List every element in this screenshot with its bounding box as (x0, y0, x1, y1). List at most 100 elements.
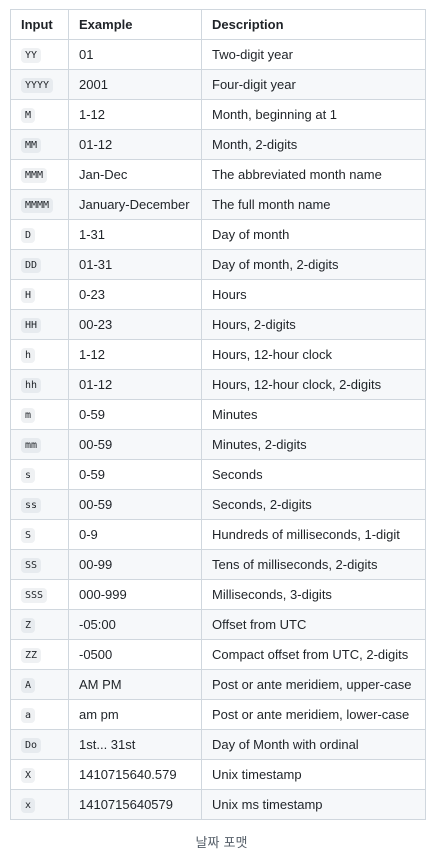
table-row: ss 00-59 Seconds, 2-digits (10, 489, 426, 520)
cell-description: Minutes (201, 399, 426, 430)
cell-description: Hours (201, 279, 426, 310)
cell-example: 01-12 (68, 369, 202, 400)
cell-description: Hours, 12-hour clock (201, 339, 426, 370)
table-row: Do 1st... 31st Day of Month with ordinal (10, 729, 426, 760)
table-row: D 1-31 Day of month (10, 219, 426, 250)
cell-example: 0-23 (68, 279, 202, 310)
cell-example: 0-59 (68, 399, 202, 430)
cell-description: Compact offset from UTC, 2-digits (201, 639, 426, 670)
table-row: X 1410715640.579 Unix timestamp (10, 759, 426, 790)
cell-description: Hours, 2-digits (201, 309, 426, 340)
cell-example: 0-9 (68, 519, 202, 550)
format-token: hh (21, 377, 42, 393)
table-row: mm 00-59 Minutes, 2-digits (10, 429, 426, 460)
format-token: A (21, 677, 36, 693)
cell-example: AM PM (68, 669, 202, 700)
cell-example: 000-999 (68, 579, 202, 610)
format-token: X (21, 767, 36, 783)
cell-input: D (10, 219, 69, 250)
cell-description: Offset from UTC (201, 609, 426, 640)
cell-description: Hundreds of milliseconds, 1-digit (201, 519, 426, 550)
cell-example: 01-12 (68, 129, 202, 160)
table-caption: 날짜 포맷 (195, 836, 248, 851)
cell-description: Month, 2-digits (201, 129, 426, 160)
cell-description: Milliseconds, 3-digits (201, 579, 426, 610)
cell-description: The abbreviated month name (201, 159, 426, 190)
format-token: D (21, 227, 36, 243)
cell-input: MMMM (10, 189, 69, 220)
cell-input: M (10, 99, 69, 130)
cell-description: Month, beginning at 1 (201, 99, 426, 130)
cell-example: 1-31 (68, 219, 202, 250)
table-row: YYYY 2001 Four-digit year (10, 69, 426, 100)
table-row: MM 01-12 Month, 2-digits (10, 129, 426, 160)
table-row: HH 00-23 Hours, 2-digits (10, 309, 426, 340)
cell-description: Post or ante meridiem, lower-case (201, 699, 426, 730)
cell-example: 1st... 31st (68, 729, 202, 760)
cell-example: 00-99 (68, 549, 202, 580)
format-token: MM (21, 137, 42, 153)
table-row: x 1410715640579 Unix ms timestamp (10, 789, 426, 820)
format-token: S (21, 527, 36, 543)
table-row: MMM Jan-Dec The abbreviated month name (10, 159, 426, 190)
format-token: M (21, 107, 36, 123)
cell-example: 1410715640.579 (68, 759, 202, 790)
cell-input: YYYY (10, 69, 69, 100)
table-row: H 0-23 Hours (10, 279, 426, 310)
cell-input: MM (10, 129, 69, 160)
format-token: x (21, 797, 36, 813)
cell-description: Unix timestamp (201, 759, 426, 790)
header-example: Example (68, 9, 202, 40)
table-row: s 0-59 Seconds (10, 459, 426, 490)
cell-input: YY (10, 39, 69, 70)
format-token: H (21, 287, 36, 303)
format-token: YYYY (21, 77, 54, 93)
format-token: s (21, 467, 36, 483)
cell-example: 00-59 (68, 429, 202, 460)
cell-description: Four-digit year (201, 69, 426, 100)
table-row: DD 01-31 Day of month, 2-digits (10, 249, 426, 280)
cell-input: a (10, 699, 69, 730)
cell-input: ZZ (10, 639, 69, 670)
cell-example: -05:00 (68, 609, 202, 640)
cell-input: mm (10, 429, 69, 460)
format-token: SSS (21, 587, 48, 603)
cell-example: 00-59 (68, 489, 202, 520)
table-row: S 0-9 Hundreds of milliseconds, 1-digit (10, 519, 426, 550)
cell-example: 1-12 (68, 99, 202, 130)
format-token: a (21, 707, 36, 723)
cell-input: S (10, 519, 69, 550)
table-header-row: Input Example Description (10, 9, 426, 40)
cell-example: 0-59 (68, 459, 202, 490)
cell-example: -0500 (68, 639, 202, 670)
cell-example: 01-31 (68, 249, 202, 280)
format-token: ss (21, 497, 42, 513)
cell-input: A (10, 669, 69, 700)
table-row: m 0-59 Minutes (10, 399, 426, 430)
format-table: Input Example Description YY 01 Two-digit … (10, 9, 426, 820)
cell-input: MMM (10, 159, 69, 190)
header-description: Description (201, 9, 426, 40)
table-row: h 1-12 Hours, 12-hour clock (10, 339, 426, 370)
format-token: Z (21, 617, 36, 633)
cell-input: m (10, 399, 69, 430)
cell-example: 00-23 (68, 309, 202, 340)
cell-input: Do (10, 729, 69, 760)
cell-example: am pm (68, 699, 202, 730)
cell-description: Seconds, 2-digits (201, 489, 426, 520)
table-row: YY 01 Two-digit year (10, 39, 426, 70)
table-row: A AM PM Post or ante meridiem, upper-case (10, 669, 426, 700)
table-row: MMMM January-December The full month name (10, 189, 426, 220)
cell-input: SSS (10, 579, 69, 610)
table-row: Z -05:00 Offset from UTC (10, 609, 426, 640)
cell-example: 1410715640579 (68, 789, 202, 820)
cell-description: Minutes, 2-digits (201, 429, 426, 460)
format-token: MMMM (21, 197, 54, 213)
table-row: hh 01-12 Hours, 12-hour clock, 2-digits (10, 369, 426, 400)
cell-input: X (10, 759, 69, 790)
cell-description: Tens of milliseconds, 2-digits (201, 549, 426, 580)
header-input: Input (10, 9, 69, 40)
cell-input: ss (10, 489, 69, 520)
cell-description: The full month name (201, 189, 426, 220)
table-row: SS 00-99 Tens of milliseconds, 2-digits (10, 549, 426, 580)
